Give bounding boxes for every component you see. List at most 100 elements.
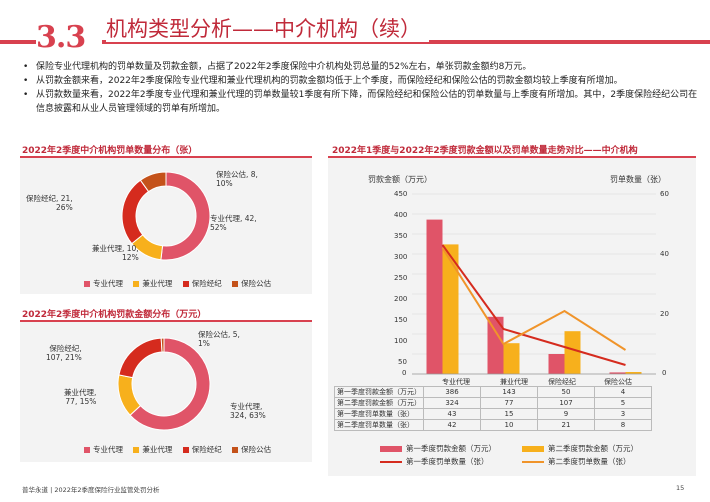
right-tick: 40 — [660, 250, 669, 258]
bar-q2-保险经纪 — [564, 331, 581, 374]
combo-legend-row2b: 第二季度罚单数量（张） — [522, 456, 631, 467]
panel3-rule — [328, 156, 696, 158]
bar-q1-保险公估 — [609, 372, 626, 374]
summary-bullets: • 保险专业代理机构的罚单数量及罚款金额，占据了2022年2季度保险中介机构处罚总… — [20, 60, 700, 116]
table-cell: 386 — [423, 386, 481, 398]
legend-swatch-icon — [84, 446, 90, 453]
bar-q1-保险经纪 — [548, 354, 565, 374]
donut2-label-jingji: 保险经纪, 107, 21% — [46, 344, 82, 362]
row-header: 第一季度罚款金额（万元） — [334, 386, 424, 398]
donut1-label-jianye: 兼业代理, 10, 12% — [92, 244, 139, 262]
donut-chart-amount — [117, 337, 211, 431]
bar-q1-专业代理 — [426, 219, 443, 374]
combo-legend-row2: 第一季度罚单数量（张） — [380, 456, 489, 467]
category-label: 保险经纪 — [548, 378, 576, 386]
bar-q1-兼业代理 — [487, 316, 504, 374]
left-tick: 50 — [398, 358, 407, 366]
donut2-label-zhuanye: 专业代理, 324, 63% — [230, 402, 266, 420]
panel1-chart: 保险经纪, 21, 26% 保险公估, 8, 10% 专业代理, 42, 52% 兼业… — [20, 158, 312, 294]
panel1-title: 2022年2季度中介机构罚单数量分布（张） — [22, 146, 198, 156]
legend-line-q1-icon — [380, 460, 402, 463]
header-rule — [0, 40, 710, 44]
donut2-label-gonggu: 保险公估, 5, 1% — [198, 330, 240, 348]
donut2-label-jianye: 兼业代理, 77, 15% — [64, 388, 97, 406]
bar-q2-保险公估 — [625, 372, 642, 374]
page-title: 机构类型分析——中介机构（续） — [106, 16, 429, 42]
table-cell: 107 — [537, 397, 595, 409]
table-cell: 15 — [480, 408, 538, 420]
donut1-label-zhuanye: 专业代理, 42, 52% — [210, 214, 257, 232]
table-row: 第二季度罚款金额（万元） 324 77 107 5 — [334, 397, 652, 409]
left-tick: 150 — [394, 316, 408, 324]
donut-chart-count — [121, 171, 211, 261]
right-tick: 60 — [660, 190, 669, 198]
left-tick: 0 — [402, 369, 407, 377]
legend-swatch-icon — [232, 446, 239, 453]
table-cell: 5 — [594, 397, 652, 409]
bullet-item: • 保险专业代理机构的罚单数量及罚款金额，占据了2022年2季度保险中介机构处罚总… — [23, 62, 532, 72]
donut-slice-保险公估 — [139, 171, 167, 193]
table-cell: 10 — [480, 419, 538, 431]
table-cell: 50 — [537, 386, 595, 398]
section-number: 3.3 — [36, 18, 102, 58]
left-axis-title: 罚款金额（万元） — [368, 175, 432, 184]
legend-bar-q1-icon — [380, 445, 402, 452]
left-tick: 400 — [394, 211, 408, 219]
donut2-legend: 专业代理 兼业代理 保险经纪 保险公估 — [76, 444, 271, 455]
bullet-item: • 从罚款数量来看，2022年2季度专业代理和兼业代理的罚单数量较1季度有所下降，… — [23, 90, 698, 114]
left-tick: 300 — [394, 253, 408, 261]
table-cell: 21 — [537, 419, 595, 431]
table-cell: 143 — [480, 386, 538, 398]
donut-slice-保险公估 — [160, 337, 165, 353]
page-header: 3.3 机构类型分析——中介机构（续） — [0, 0, 710, 58]
legend-line-q2-icon — [522, 460, 544, 463]
row-header: 第一季度罚单数量（张） — [334, 408, 424, 420]
table-cell: 42 — [423, 419, 481, 431]
legend-swatch-icon — [182, 280, 189, 287]
panel3-title: 2022年1季度与2022年2季度罚款金额以及罚单数量走势对比——中介机构 — [332, 146, 638, 156]
row-header: 第二季度罚款金额（万元） — [334, 397, 424, 409]
data-table: 第一季度罚款金额（万元） 386 143 50 4 第二季度罚款金额（万元） 3… — [334, 386, 652, 431]
legend-swatch-icon — [133, 446, 140, 453]
bullet-dot-icon: • — [23, 62, 29, 72]
right-tick: 20 — [660, 310, 669, 318]
table-row: 第一季度罚款金额（万元） 386 143 50 4 — [334, 386, 652, 398]
table-cell: 324 — [423, 397, 481, 409]
category-label: 兼业代理 — [500, 378, 528, 386]
panel2-chart: 保险经纪, 107, 21% 保险公估, 5, 1% 兼业代理, 77, 15% 专业… — [20, 322, 312, 462]
combo-legend-row1b: 第二季度罚款金额（万元） — [522, 443, 638, 454]
left-tick: 450 — [394, 190, 408, 198]
table-cell: 8 — [594, 419, 652, 431]
table-row: 第二季度罚单数量（张） 42 10 21 8 — [334, 419, 652, 431]
row-header: 第二季度罚单数量（张） — [334, 419, 424, 431]
bullet-item: • 从罚款金额来看，2022年2季度保险专业代理和兼业代理机构的罚款金额均低于上个… — [23, 76, 623, 86]
bar-q2-专业代理 — [442, 244, 459, 374]
table-cell: 77 — [480, 397, 538, 409]
table-row: 第一季度罚单数量（张） 43 15 9 3 — [334, 408, 652, 420]
donut1-legend: 专业代理 兼业代理 保险经纪 保险公估 — [76, 278, 271, 289]
page-number: 15 — [676, 484, 685, 492]
bullet-dot-icon: • — [23, 90, 29, 100]
donut1-label-gonggu: 保险公估, 8, 10% — [216, 170, 258, 188]
table-cell: 4 — [594, 386, 652, 398]
legend-swatch-icon — [232, 280, 239, 287]
legend-swatch-icon — [133, 280, 140, 287]
panel2-title: 2022年2季度中介机构罚款金额分布（万元） — [22, 310, 207, 320]
footer-text: 普华永道 | 2022年2季度保险行业监管处罚分析 — [22, 486, 160, 494]
left-tick: 350 — [394, 232, 408, 240]
right-axis-title: 罚单数量（张） — [610, 175, 666, 184]
bar-q2-兼业代理 — [503, 343, 520, 374]
line-q2-count — [441, 247, 627, 351]
category-label: 保险公估 — [604, 378, 632, 386]
left-tick: 200 — [394, 295, 408, 303]
combo-legend-row1: 第一季度罚款金额（万元） — [380, 443, 496, 454]
left-tick: 250 — [394, 274, 408, 282]
line-q1-count — [441, 244, 626, 366]
legend-swatch-icon — [182, 446, 189, 453]
table-cell: 3 — [594, 408, 652, 420]
category-label: 专业代理 — [442, 378, 470, 386]
bullet-dot-icon: • — [23, 76, 29, 86]
donut-slice-专业代理 — [129, 337, 211, 431]
left-tick: 100 — [394, 337, 408, 345]
